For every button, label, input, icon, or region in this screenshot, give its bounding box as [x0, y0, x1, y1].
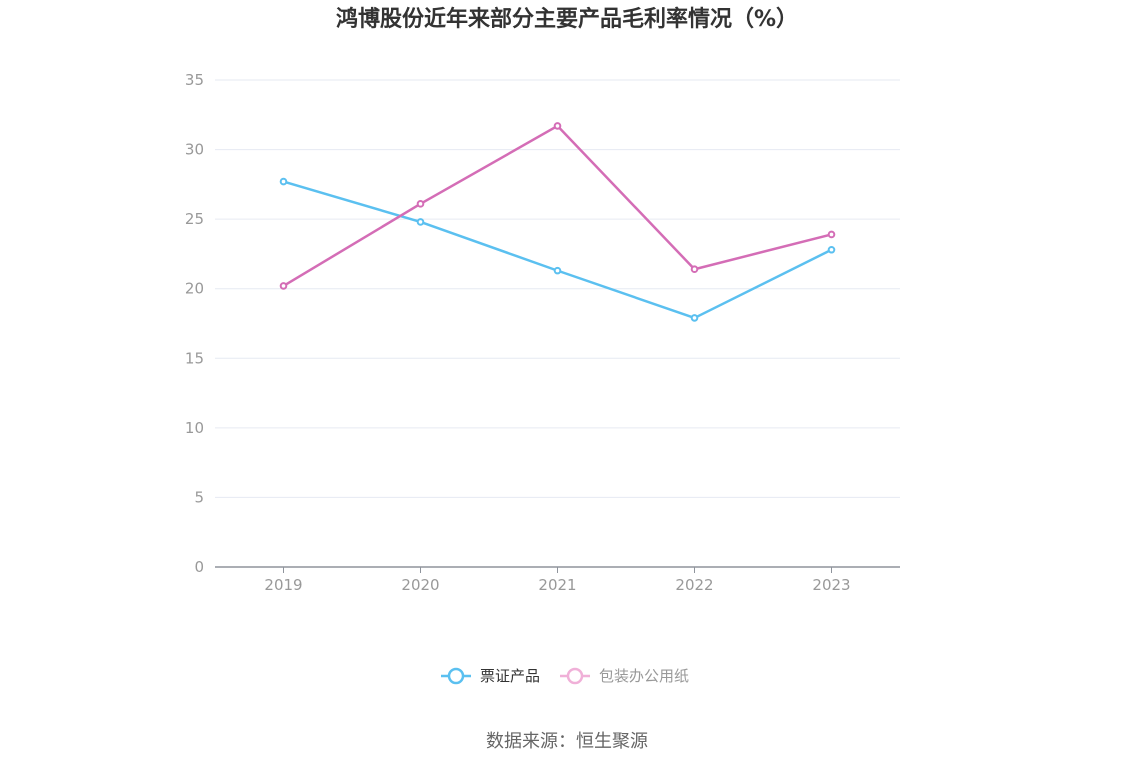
data-point[interactable] — [279, 282, 288, 290]
y-tick-label: 25 — [185, 210, 204, 228]
y-tick-label: 0 — [194, 558, 204, 576]
data-point[interactable] — [690, 265, 699, 274]
data-point[interactable] — [416, 218, 425, 226]
legend-marker — [447, 667, 465, 685]
x-tick-label: 2021 — [538, 576, 576, 594]
series-2 — [279, 122, 836, 290]
data-point[interactable] — [827, 230, 836, 239]
series-group — [279, 122, 836, 322]
y-tick-label: 30 — [185, 141, 204, 159]
y-tick-label: 20 — [185, 280, 204, 298]
data-point[interactable] — [827, 245, 836, 254]
x-tick-label: 2020 — [401, 576, 439, 594]
data-point[interactable] — [416, 200, 425, 208]
legend-item-2[interactable]: 包装办公用纸 — [560, 667, 689, 685]
legend-label: 票证产品 — [480, 667, 540, 685]
series-line — [283, 180, 833, 320]
axes: 0 5 10 15 20 25 30 35 2019 2020 2021 2022 2023 — [185, 71, 900, 594]
y-tick-label: 10 — [185, 419, 204, 437]
y-tick-label: 35 — [185, 71, 204, 89]
x-tick-label: 2023 — [812, 576, 850, 594]
legend-label: 包装办公用纸 — [599, 667, 689, 685]
data-source: 数据来源：恒生聚源 — [486, 731, 648, 752]
legend[interactable]: 票证产品 包装办公用纸 — [441, 667, 689, 685]
data-point[interactable] — [279, 177, 288, 186]
data-point[interactable] — [553, 122, 562, 130]
legend-marker — [566, 667, 584, 685]
y-tick-label: 5 — [194, 488, 204, 506]
grid-lines — [215, 79, 900, 498]
x-tick-label: 2022 — [675, 576, 713, 594]
x-tick-label: 2019 — [264, 576, 302, 594]
series-1 — [279, 177, 836, 322]
legend-item-1[interactable]: 票证产品 — [441, 667, 540, 685]
chart-title: 鸿博股份近年来部分主要产品毛利率情况（%） — [336, 6, 798, 32]
data-point[interactable] — [690, 314, 699, 322]
data-point[interactable] — [553, 266, 562, 275]
y-tick-label: 15 — [185, 349, 204, 367]
